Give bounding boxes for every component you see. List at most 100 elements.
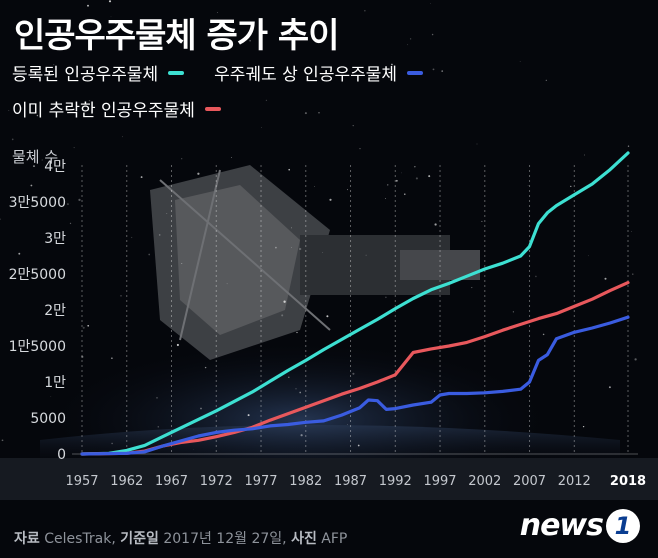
y-tick-label: 1만 bbox=[44, 375, 66, 391]
star bbox=[15, 68, 18, 71]
star bbox=[476, 143, 478, 145]
y-tick-label: 2만5000 bbox=[9, 267, 66, 283]
x-tick-label: 1982 bbox=[289, 474, 322, 489]
series-line bbox=[80, 281, 630, 456]
star bbox=[41, 159, 43, 161]
star bbox=[295, 388, 297, 390]
y-tick-label: 5000 bbox=[30, 411, 66, 427]
star bbox=[288, 168, 290, 171]
y-tick-label: 4만 bbox=[44, 159, 66, 175]
star bbox=[535, 275, 537, 278]
star bbox=[365, 254, 367, 256]
star bbox=[527, 185, 529, 186]
star bbox=[8, 109, 10, 111]
legend-item-decayed: 이미 추락한 인공우주물체 bbox=[12, 96, 221, 121]
x-tick-label: 1997 bbox=[423, 474, 456, 489]
legend-swatch bbox=[204, 106, 221, 111]
legend-row-2: 이미 추락한 인공우주물체 bbox=[12, 96, 251, 121]
star bbox=[131, 236, 133, 239]
x-tick-label: 1992 bbox=[379, 474, 412, 489]
legend-item-registered: 등록된 인공우주물체 bbox=[12, 60, 185, 85]
star bbox=[217, 12, 218, 13]
star bbox=[428, 175, 431, 178]
star bbox=[88, 99, 91, 102]
legend-swatch bbox=[168, 70, 185, 75]
x-tick-label: 2002 bbox=[468, 474, 501, 489]
star bbox=[364, 10, 366, 12]
chart-title: 인공우주물체 증가 추이 bbox=[14, 16, 339, 56]
legend-label: 우주궤도 상 인공우주물체 bbox=[214, 65, 398, 85]
star bbox=[140, 176, 143, 179]
stars bbox=[0, 0, 637, 450]
star bbox=[53, 64, 55, 66]
star bbox=[66, 203, 69, 206]
star bbox=[627, 145, 630, 147]
x-tick-label: 2012 bbox=[558, 474, 591, 489]
star bbox=[481, 220, 483, 222]
star bbox=[433, 390, 436, 392]
star bbox=[181, 262, 183, 264]
star bbox=[0, 218, 1, 220]
star bbox=[81, 355, 84, 359]
star bbox=[18, 252, 21, 255]
y-tick-label: 3만 bbox=[44, 231, 66, 247]
star bbox=[582, 425, 585, 428]
x-tick-label: 1967 bbox=[155, 474, 188, 489]
star bbox=[108, 0, 112, 3]
star bbox=[296, 331, 298, 334]
star bbox=[288, 376, 290, 379]
star bbox=[249, 39, 251, 42]
star bbox=[300, 434, 303, 437]
star bbox=[401, 172, 402, 174]
star bbox=[409, 38, 412, 40]
star bbox=[545, 79, 547, 81]
x-axis-band bbox=[0, 458, 658, 500]
star bbox=[30, 184, 33, 187]
star bbox=[441, 70, 444, 72]
x-tick-label: 2018 bbox=[610, 474, 646, 489]
star bbox=[415, 177, 418, 180]
star bbox=[390, 63, 393, 66]
star bbox=[512, 311, 514, 313]
legend-row-1: 등록된 인공우주물체 우주궤도 상 인공우주물체 bbox=[12, 60, 453, 85]
star bbox=[385, 296, 387, 299]
star bbox=[387, 184, 389, 186]
star bbox=[114, 21, 118, 24]
star bbox=[314, 186, 315, 187]
star bbox=[193, 449, 195, 450]
star bbox=[347, 424, 348, 425]
star bbox=[275, 246, 277, 249]
y-axis-label: 물체 수 bbox=[12, 148, 59, 166]
star bbox=[304, 112, 307, 115]
date-label: 기준일 bbox=[120, 531, 159, 547]
star bbox=[395, 179, 398, 182]
star bbox=[200, 407, 202, 410]
legend-label: 등록된 인공우주물체 bbox=[12, 65, 159, 85]
star bbox=[291, 227, 292, 229]
star bbox=[265, 99, 268, 102]
star bbox=[176, 343, 179, 347]
star bbox=[36, 114, 39, 117]
star bbox=[231, 157, 232, 158]
star bbox=[608, 386, 611, 389]
star bbox=[634, 358, 637, 361]
x-tick-label: 1957 bbox=[65, 474, 98, 489]
logo-text: news bbox=[519, 508, 604, 543]
star bbox=[181, 158, 183, 160]
star bbox=[352, 372, 355, 375]
star bbox=[204, 366, 207, 369]
photo-value: AFP bbox=[321, 531, 348, 547]
date-value: 2017년 12월 27일 bbox=[163, 531, 283, 547]
star bbox=[120, 295, 122, 297]
star bbox=[430, 3, 431, 4]
star bbox=[318, 112, 320, 114]
star bbox=[283, 300, 286, 303]
logo-badge: 1 bbox=[606, 508, 640, 543]
star bbox=[111, 442, 113, 445]
star bbox=[197, 172, 200, 175]
star bbox=[404, 193, 406, 195]
star bbox=[326, 315, 329, 318]
star bbox=[247, 414, 250, 417]
star bbox=[11, 138, 14, 141]
star bbox=[33, 165, 35, 167]
